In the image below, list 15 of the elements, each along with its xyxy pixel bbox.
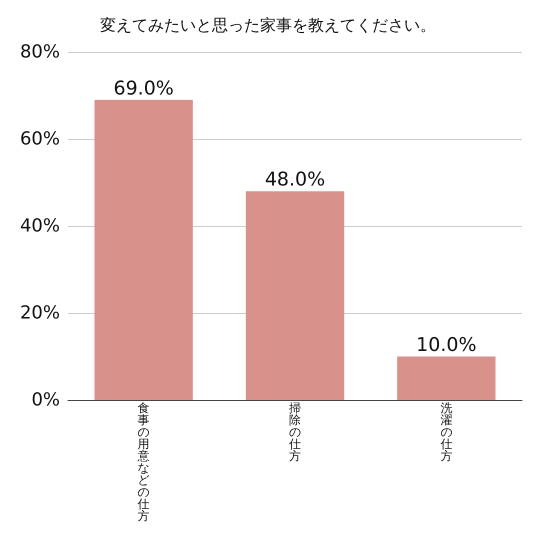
bar: [246, 191, 344, 400]
x-tick-label: 掃除の仕方: [289, 401, 301, 463]
y-tick-label: 20%: [20, 302, 60, 324]
y-tick-label: 0%: [31, 390, 60, 410]
bar: [397, 356, 496, 400]
category-label: 食事の用意などの仕方: [138, 401, 150, 523]
data-label: 69.0%: [113, 77, 174, 100]
bar: [94, 100, 193, 400]
y-tick-label: 40%: [20, 216, 60, 236]
chart-title: 変えてみたいと思った家事を教えてください。: [100, 16, 436, 34]
x-tick-label: 洗濯の仕方: [440, 401, 452, 463]
y-tick-label: 60%: [20, 128, 60, 150]
data-label: 48.0%: [264, 168, 326, 191]
data-label: 10.0%: [416, 334, 477, 356]
y-tick-label: 80%: [20, 42, 60, 62]
